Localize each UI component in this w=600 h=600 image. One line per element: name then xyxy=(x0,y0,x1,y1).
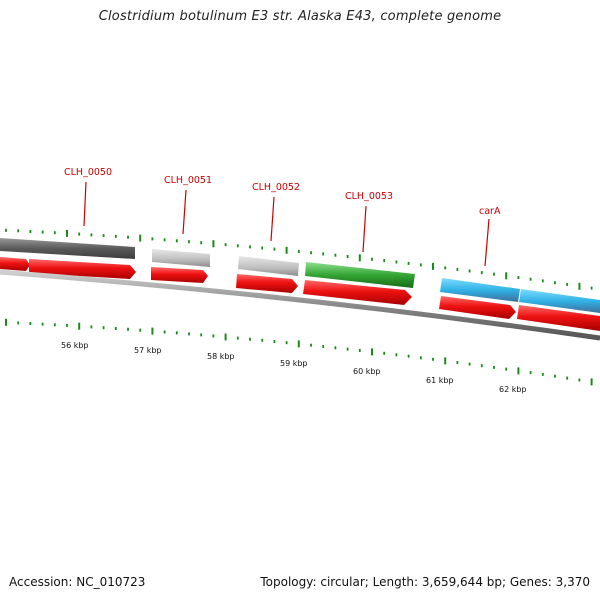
map-title: Clostridium botulinum E3 str. Alaska E43… xyxy=(98,9,502,24)
gene-label-cara[interactable]: carA xyxy=(479,206,501,217)
cds-arrow[interactable] xyxy=(151,267,208,283)
gene-feature-track xyxy=(0,238,600,313)
gene-label-leader xyxy=(182,189,187,235)
genome-backbone xyxy=(0,269,600,341)
scale-label: 57 kbp xyxy=(134,346,162,355)
scale-label: 62 kbp xyxy=(499,385,527,394)
gene-label-leader xyxy=(362,205,367,253)
genome-summary: Topology: circular; Length: 3,659,644 bp… xyxy=(260,575,590,589)
gene-clh-0050-bar[interactable] xyxy=(0,238,135,259)
scale-labels: 56 kbp 57 kbp 58 kbp 59 kbp 60 kbp 61 kb… xyxy=(61,341,527,394)
gene-cara-bar[interactable] xyxy=(440,278,520,302)
gene-clh-0053-bar[interactable] xyxy=(305,262,415,288)
gene-label-leader xyxy=(484,218,490,267)
scale-label: 61 kbp xyxy=(426,376,454,385)
gene-clh-0052-bar[interactable] xyxy=(238,256,299,276)
cds-arrow[interactable] xyxy=(236,274,298,293)
accession-label: Accession: NC_010723 xyxy=(9,575,146,589)
scale-label: 56 kbp xyxy=(61,341,89,350)
gene-cara-next-bar[interactable] xyxy=(519,289,600,313)
scale-label: 59 kbp xyxy=(280,359,308,368)
cds-arrow[interactable] xyxy=(0,257,30,271)
gene-label-leader xyxy=(270,196,275,242)
scale-label: 58 kbp xyxy=(207,352,235,361)
gene-label-clh-0053[interactable]: CLH_0053 xyxy=(345,191,393,202)
gene-label-clh-0051[interactable]: CLH_0051 xyxy=(164,175,212,186)
cds-arrow[interactable] xyxy=(439,296,516,319)
gene-labels: CLH_0050 CLH_0051 CLH_0052 CLH_0053 carA xyxy=(64,167,501,267)
cds-arrow[interactable] xyxy=(303,280,412,305)
gene-label-clh-0052[interactable]: CLH_0052 xyxy=(252,182,300,193)
gene-label-leader xyxy=(83,181,87,227)
outer-tick-marks xyxy=(5,228,593,290)
inner-tick-marks xyxy=(5,318,593,386)
gene-label-clh-0050[interactable]: CLH_0050 xyxy=(64,167,112,178)
gene-clh-0051-bar[interactable] xyxy=(152,249,210,267)
scale-label: 60 kbp xyxy=(353,367,381,376)
cds-arrow[interactable] xyxy=(517,305,600,331)
